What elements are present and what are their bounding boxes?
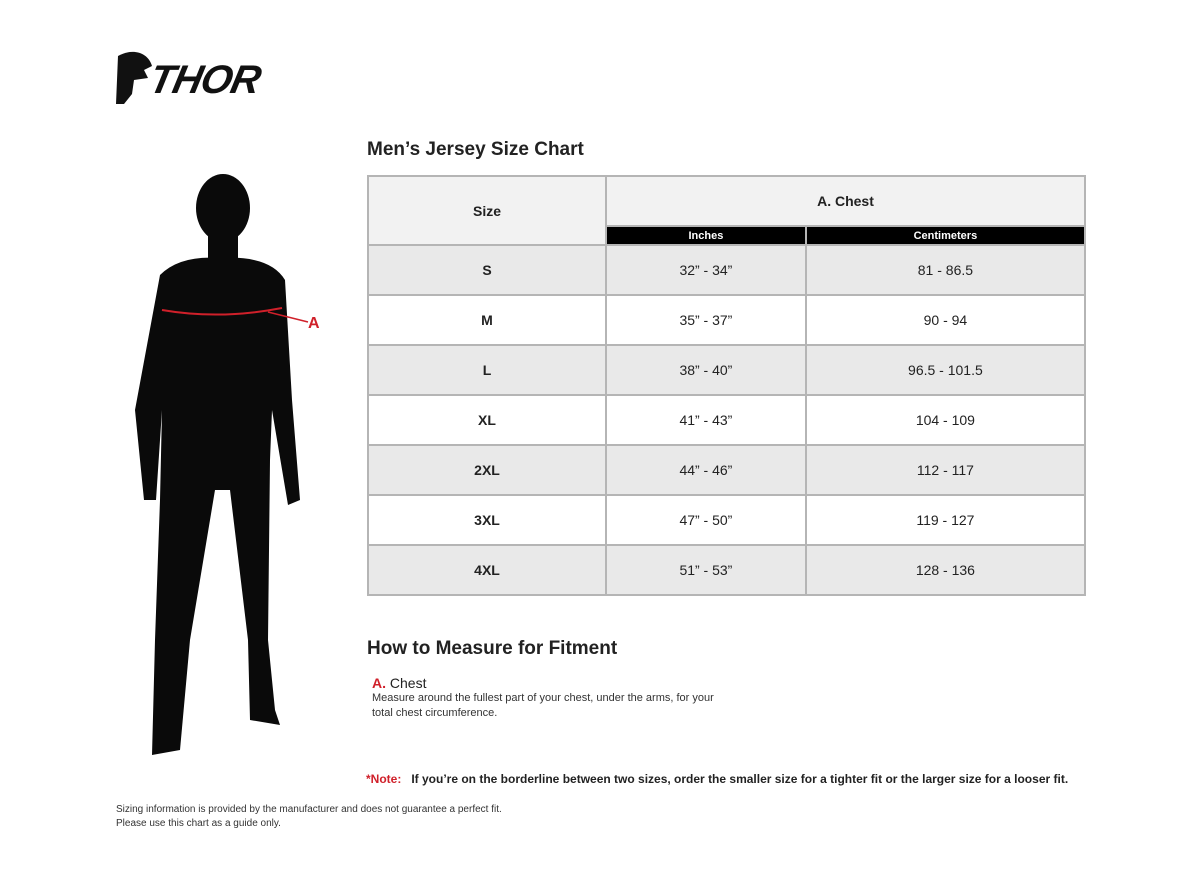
chest-header: A. Chest [605,175,1086,227]
size-table: Size A. Chest Inches Centimeters S 32” - … [367,175,1087,596]
note-label: *Note: [366,772,402,786]
cm-cell: 81 - 86.5 [804,244,1087,296]
howto-description: Measure around the fullest part of your … [372,691,732,721]
logo-text: THOR [145,58,265,102]
inches-cell: 47” - 50” [605,494,807,546]
disclaimer-line: Sizing information is provided by the ma… [116,804,502,815]
disclaimer: Sizing information is provided by the ma… [116,803,502,831]
inches-cell: 41” - 43” [605,394,807,446]
inches-cell: 44” - 46” [605,444,807,496]
table-row: L 38” - 40” 96.5 - 101.5 [367,344,1087,396]
cm-cell: 112 - 117 [804,444,1087,496]
size-cell: 3XL [367,494,607,546]
note: *Note: If you’re on the borderline betwee… [366,772,1068,786]
desc-line: total chest circumference. [372,707,498,719]
size-header: Size [367,175,607,246]
inches-cell: 51” - 53” [605,544,807,596]
table-row: 2XL 44” - 46” 112 - 117 [367,444,1087,496]
size-cell: 2XL [367,444,607,496]
inches-cell: 32” - 34” [605,244,807,296]
note-text: If you’re on the borderline between two … [411,772,1069,786]
inches-cell: 38” - 40” [605,344,807,396]
size-cell: S [367,244,607,296]
howto-title: How to Measure for Fitment [367,638,618,659]
thor-helmet-icon [116,51,152,104]
marker-a: A [308,315,320,332]
cm-cell: 96.5 - 101.5 [804,344,1087,396]
cm-cell: 104 - 109 [804,394,1087,446]
size-cell: XL [367,394,607,446]
table-row: S 32” - 34” 81 - 86.5 [367,244,1087,296]
howto-label: Chest [389,675,427,691]
cm-cell: 119 - 127 [804,494,1087,546]
table-row: M 35” - 37” 90 - 94 [367,294,1087,346]
size-cell: M [367,294,607,346]
howto-chest-heading: A. Chest [372,675,426,691]
size-cell: 4XL [367,544,607,596]
cm-cell: 90 - 94 [804,294,1087,346]
table-row: 3XL 47” - 50” 119 - 127 [367,494,1087,546]
centimeters-header: Centimeters [804,225,1087,246]
table-row: XL 41” - 43” 104 - 109 [367,394,1087,446]
howto-letter: A. [372,675,386,691]
chart-title: Men’s Jersey Size Chart [367,139,584,160]
disclaimer-line: Please use this chart as a guide only. [116,818,281,829]
cm-cell: 128 - 136 [804,544,1087,596]
inches-header: Inches [605,225,807,246]
desc-line: Measure around the fullest part of your … [372,692,714,704]
inches-cell: 35” - 37” [605,294,807,346]
table-row: 4XL 51” - 53” 128 - 136 [367,544,1087,596]
body-silhouette: A [135,174,320,755]
thor-logo: THOR [114,48,289,108]
size-cell: L [367,344,607,396]
